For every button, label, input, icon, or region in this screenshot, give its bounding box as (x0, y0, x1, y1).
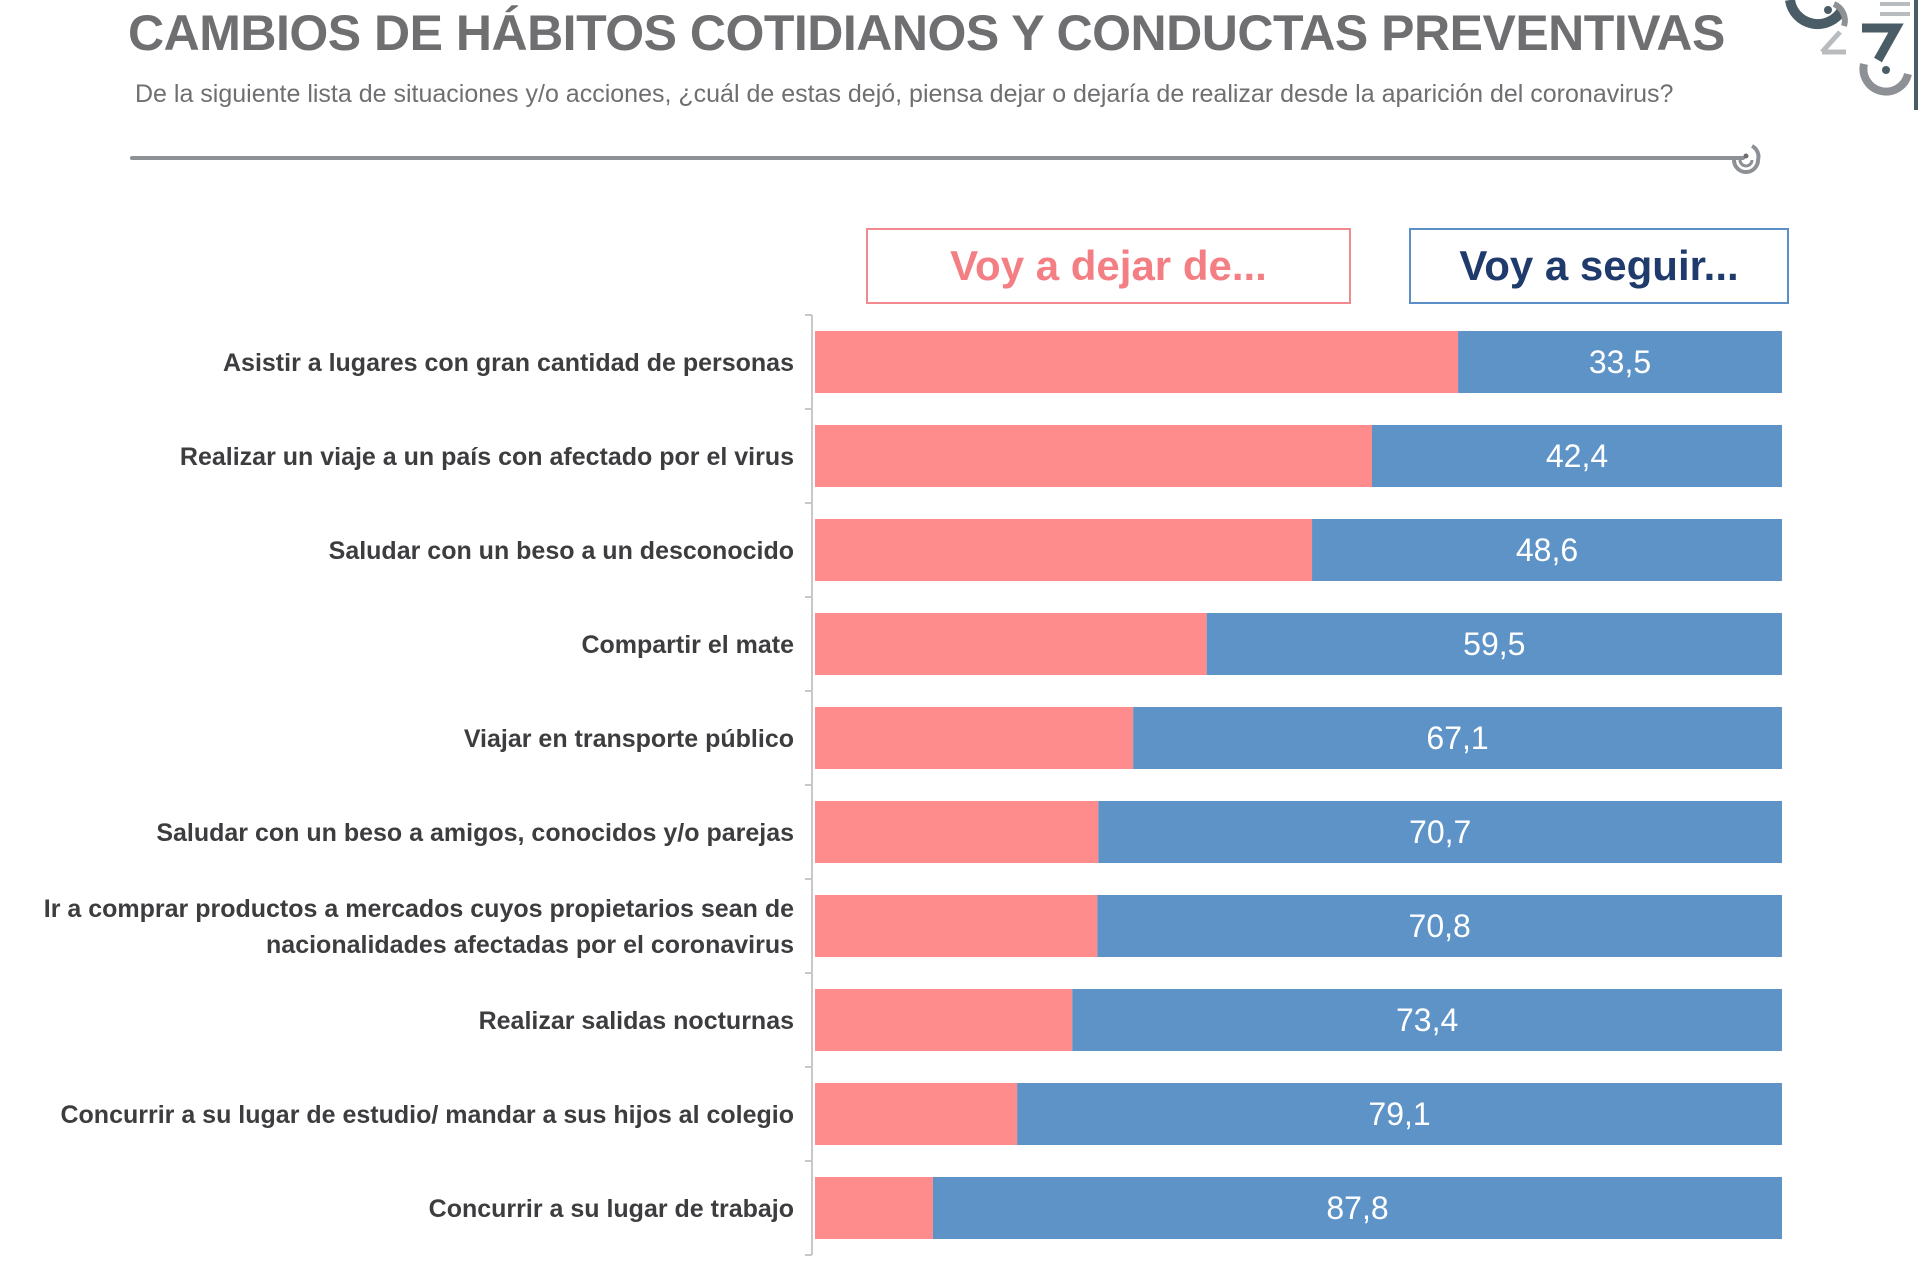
bar-dejar (815, 1177, 933, 1239)
category-label: Saludar con un beso a un desconocido (329, 537, 794, 565)
legend-dejar: Voy a dejar de... (866, 228, 1351, 304)
bar-seguir (1206, 613, 1782, 675)
data-label-seguir: 33,5 (1589, 344, 1651, 380)
data-label-seguir: 48,6 (1516, 532, 1578, 568)
category-label: Ir a comprar productos a mercados cuyos … (44, 895, 794, 923)
bar-dejar (815, 1083, 1018, 1145)
category-label: Compartir el mate (581, 631, 794, 659)
bar-dejar (815, 519, 1313, 581)
data-label-seguir: 79,1 (1368, 1096, 1430, 1132)
category-label: Viajar en transporte público (464, 725, 794, 753)
bar-seguir (1458, 331, 1782, 393)
chart-title: CAMBIOS DE HÁBITOS COTIDIANOS Y CONDUCTA… (128, 5, 1725, 61)
bar-seguir (932, 1177, 1782, 1239)
category-label: Realizar salidas nocturnas (479, 1007, 794, 1035)
category-label: Saludar con un beso a amigos, conocidos … (156, 819, 794, 847)
legend-seguir: Voy a seguir... (1409, 228, 1789, 304)
category-label: Realizar un viaje a un país con afectado… (180, 443, 794, 471)
bar-seguir (1098, 801, 1782, 863)
bar-dejar (815, 989, 1073, 1051)
chart-subtitle: De la siguiente lista de situaciones y/o… (135, 80, 1674, 108)
brand-logo-icon (1785, 0, 1918, 110)
data-label-seguir: 67,1 (1426, 720, 1488, 756)
legend-seguir-label: Voy a seguir... (1459, 242, 1739, 289)
bar-dejar (815, 801, 1099, 863)
bar-dejar (815, 707, 1134, 769)
legend-dejar-label: Voy a dejar de... (950, 242, 1267, 289)
data-label-seguir: 73,4 (1396, 1002, 1458, 1038)
bar-seguir (1072, 989, 1782, 1051)
bar-dejar (815, 895, 1098, 957)
category-label: nacionalidades afectadas por el coronavi… (266, 931, 794, 959)
data-label-seguir: 87,8 (1326, 1190, 1388, 1226)
data-label-seguir: 42,4 (1546, 438, 1608, 474)
bar-seguir (1017, 1083, 1782, 1145)
data-label-seguir: 70,7 (1409, 814, 1471, 850)
bar-seguir (1312, 519, 1782, 581)
header-divider (130, 156, 1745, 160)
bar-seguir (1371, 425, 1782, 487)
category-label: Concurrir a su lugar de trabajo (429, 1195, 794, 1223)
category-label: Concurrir a su lugar de estudio/ mandar … (60, 1101, 794, 1129)
bar-seguir (1133, 707, 1782, 769)
category-label: Asistir a lugares con gran cantidad de p… (223, 349, 794, 377)
bar-dejar (815, 613, 1207, 675)
data-label-seguir: 59,5 (1463, 626, 1525, 662)
data-label-seguir: 70,8 (1409, 908, 1471, 944)
bar-dejar (815, 425, 1372, 487)
bar-dejar (815, 331, 1459, 393)
bar-seguir (1097, 895, 1782, 957)
swirl-ornament-icon (1732, 144, 1761, 174)
